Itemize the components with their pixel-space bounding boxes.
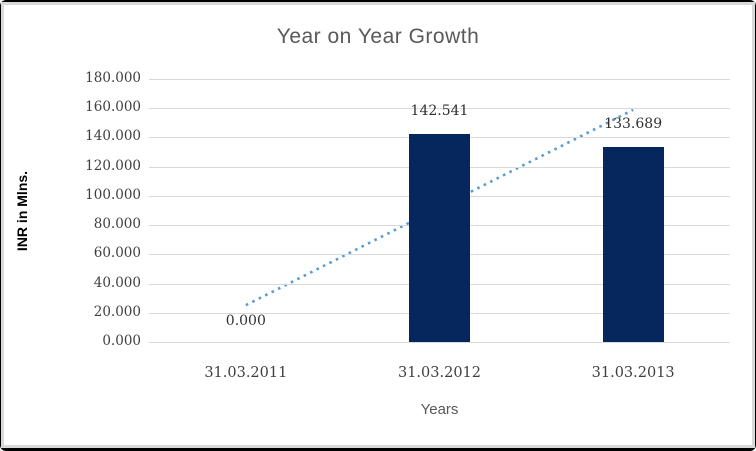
- gridline: [149, 79, 730, 80]
- y-axis-title: INR in Mlns.: [14, 170, 30, 252]
- bar: [409, 133, 470, 342]
- bar-data-label: 0.000: [225, 313, 266, 329]
- y-tick-label: 180.000: [85, 70, 141, 86]
- chart-title: Year on Year Growth: [276, 25, 480, 48]
- gridline: [149, 108, 730, 110]
- y-tick-label: 60.000: [93, 245, 141, 262]
- y-tick-label: 80.000: [93, 216, 141, 233]
- y-tick-label: 160.000: [85, 99, 141, 116]
- y-tick-label: 0.000: [102, 333, 141, 349]
- x-tick-label: 31.03.2011: [204, 365, 288, 381]
- bar: [602, 146, 664, 342]
- y-tick-label: 100.000: [85, 186, 141, 203]
- x-tick-label: 31.03.2013: [591, 365, 675, 381]
- bar-data-label: 133.689: [604, 115, 663, 132]
- x-tick-label: 31.03.2012: [397, 365, 482, 381]
- y-tick-label: 40.000: [93, 274, 141, 291]
- gridline: [149, 342, 730, 343]
- y-tick-label: 140.000: [85, 128, 141, 145]
- y-tick-label: 120.000: [85, 157, 141, 174]
- x-axis-title: Years: [420, 401, 459, 418]
- bar-data-label: 142.541: [410, 102, 469, 119]
- y-tick-label: 20.000: [93, 303, 141, 320]
